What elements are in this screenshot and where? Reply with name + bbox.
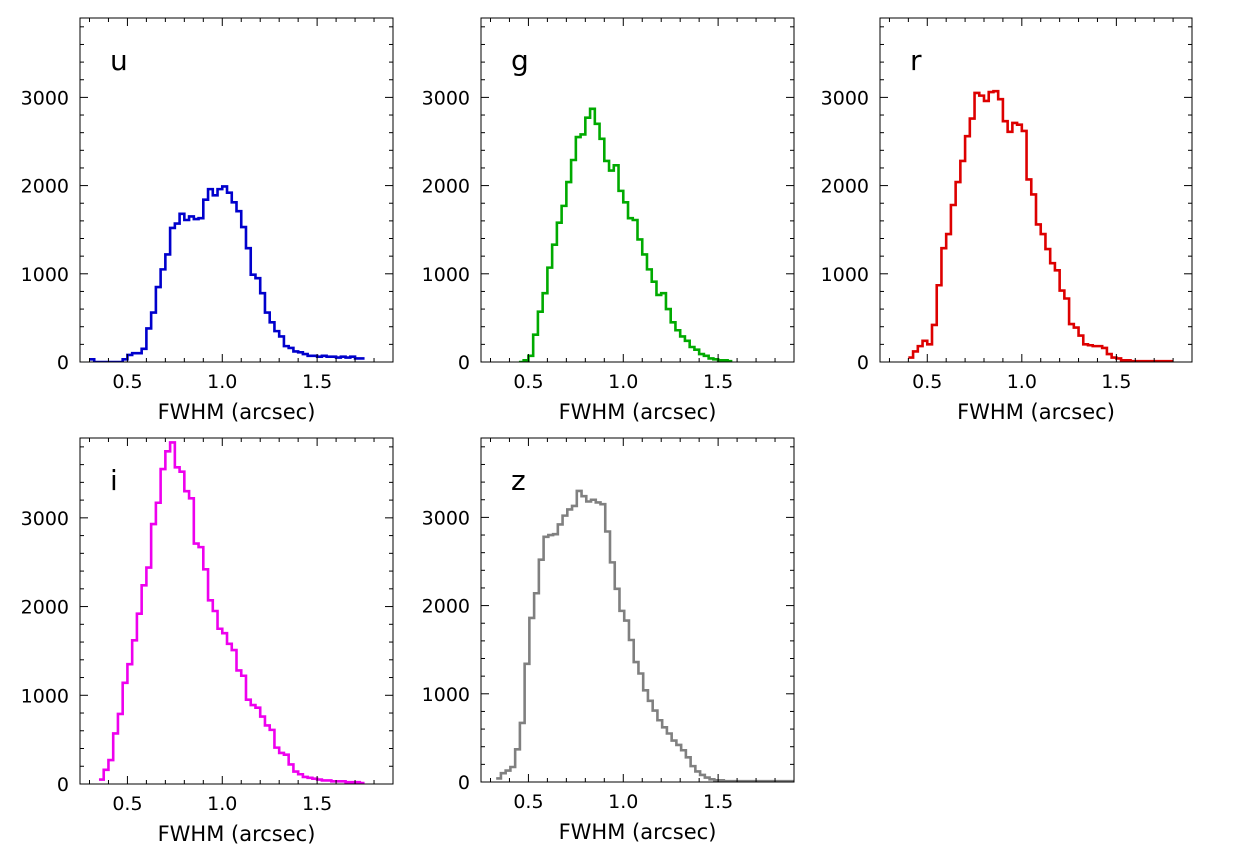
histogram-line-u [89,185,365,362]
x-tick-label: 1.5 [302,793,332,815]
y-tick-label: 3000 [821,87,869,109]
panel-u: 0.5 1.0 1.5 0 1000 2000 3000 FWHM (arcsec) u [21,17,394,424]
y-tick-label: 3000 [422,507,470,529]
y-tick-label: 0 [57,774,69,796]
x-axis-title: FWHM (arcsec) [158,400,316,424]
y-tick-label: 1000 [21,685,69,707]
y-tick-label: 2000 [821,176,869,198]
x-tick-label: 0.5 [513,791,543,813]
x-tick-label: 1.5 [302,371,332,393]
y-tick-label: 1000 [21,264,69,286]
x-axis-title: FWHM (arcsec) [559,400,717,424]
y-tick-label: 0 [857,352,869,374]
y-tick-label: 0 [57,352,69,374]
x-tick-label: 1.0 [1007,371,1037,393]
plot-frame-u [79,17,394,363]
x-tick-label: 1.0 [608,791,638,813]
plot-frame-g [480,17,795,363]
x-axis-title: FWHM (arcsec) [957,400,1115,424]
y-tick-label: 0 [458,772,470,794]
plot-frame-z [480,437,795,783]
y-tick-label: 3000 [21,87,69,109]
y-tick-label: 2000 [21,176,69,198]
panel-i: 0.5 1.0 1.5 0 1000 2000 3000 FWHM (arcsec) i [21,437,394,846]
x-tick-label: 0.5 [513,371,543,393]
plot-frame-r [879,17,1193,363]
x-tick-label: 1.0 [207,371,237,393]
y-tick-label: 3000 [422,87,470,109]
y-tick-label: 3000 [21,508,69,530]
x-tick-label: 1.5 [1101,371,1131,393]
y-tick-label: 2000 [422,176,470,198]
histogram-line-z [496,489,794,782]
y-tick-label: 2000 [422,596,470,618]
x-axis-title: FWHM (arcsec) [158,822,316,846]
plot-frame-i [79,437,394,785]
panel-label: u [110,44,128,77]
panel-g: 0.5 1.0 1.5 0 1000 2000 3000 FWHM (arcsec) g [422,17,795,424]
histogram-line-i [98,441,365,784]
panel-r: 0.5 1.0 1.5 0 1000 2000 3000 FWHM (arcsec) r [821,17,1193,424]
x-tick-label: 0.5 [112,793,142,815]
x-tick-label: 1.0 [207,793,237,815]
y-tick-label: 0 [458,352,470,374]
y-tick-label: 1000 [422,264,470,286]
panel-label: i [110,464,118,497]
x-tick-label: 1.5 [703,791,733,813]
panel-label: z [511,464,526,497]
x-tick-label: 1.0 [608,371,638,393]
y-tick-label: 2000 [21,597,69,619]
y-tick-label: 1000 [422,684,470,706]
x-tick-label: 0.5 [112,371,142,393]
histogram-line-r [908,89,1174,362]
histogram-line-g [518,107,733,362]
panel-label: r [910,44,922,77]
x-tick-label: 1.5 [703,371,733,393]
panel-z: 0.5 1.0 1.5 0 1000 2000 3000 FWHM (arcsec) z [422,437,795,844]
y-tick-label: 1000 [821,264,869,286]
x-axis-title: FWHM (arcsec) [559,820,717,844]
x-tick-label: 0.5 [912,371,942,393]
panel-label: g [511,44,529,77]
